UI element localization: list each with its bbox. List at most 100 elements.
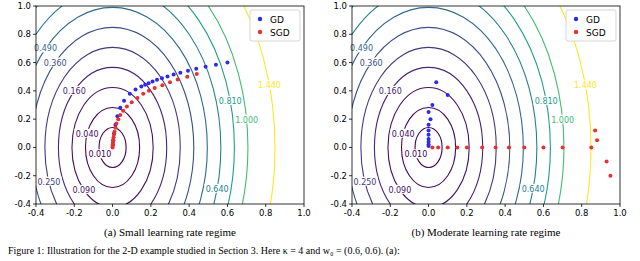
y-tick-label: 0.4 <box>17 86 31 96</box>
contour-line <box>361 47 496 204</box>
contour-label: 1.000 <box>235 116 258 125</box>
point <box>195 72 199 76</box>
point <box>427 128 431 132</box>
contour-label: 1.440 <box>574 81 597 90</box>
contour-line <box>45 47 180 204</box>
point <box>446 93 450 97</box>
contour-label: 0.040 <box>392 130 415 139</box>
point <box>178 71 182 75</box>
contour-line <box>352 7 523 204</box>
x-tick-label: 0.8 <box>259 208 273 218</box>
y-tick-label: 0.8 <box>17 29 31 39</box>
point <box>166 74 170 78</box>
y-tick <box>33 90 36 91</box>
contour-line <box>352 6 564 204</box>
x-tick-label: 0.2 <box>460 208 474 218</box>
y-tick <box>349 90 352 91</box>
point <box>427 133 431 137</box>
y-tick <box>33 147 36 148</box>
y-tick-label: 0.8 <box>333 29 347 39</box>
contour-line <box>85 107 139 187</box>
x-tick <box>112 204 113 207</box>
y-tick <box>33 119 36 120</box>
contour-line <box>36 6 221 204</box>
legend-marker <box>574 17 578 21</box>
contours <box>352 6 591 204</box>
point <box>186 69 190 73</box>
panel: 0.0100.0400.0900.1600.2500.3600.4900.640… <box>266 0 627 261</box>
x-tick-label: -0.4 <box>344 208 361 218</box>
point <box>118 113 122 117</box>
legend-box <box>566 10 616 41</box>
contour-line <box>352 6 537 204</box>
contour-label-bg <box>387 185 413 194</box>
y-tick-label: 0.2 <box>333 114 347 124</box>
point <box>225 61 229 65</box>
y-tick-label: -0.2 <box>14 171 31 181</box>
subcaption: (a) Small learning rate regime <box>104 226 236 239</box>
point <box>134 87 138 91</box>
contour-label: 0.810 <box>535 97 558 106</box>
point <box>147 89 151 93</box>
contour-label: 1.000 <box>551 116 574 125</box>
y-tick <box>33 6 36 7</box>
point <box>139 85 143 89</box>
point <box>160 83 164 87</box>
x-tick-label: 1.0 <box>297 208 311 218</box>
x-tick-label: 1.0 <box>613 208 627 218</box>
point <box>595 138 599 142</box>
y-tick <box>349 62 352 63</box>
point <box>589 145 593 149</box>
x-tick <box>36 204 37 207</box>
x-tick-label: 0.4 <box>182 208 196 218</box>
point <box>118 106 122 110</box>
x-tick <box>466 204 467 207</box>
y-tick <box>33 62 36 63</box>
y-tick <box>349 6 352 7</box>
point <box>561 145 565 149</box>
y-tick-label: -0.2 <box>330 171 347 181</box>
point <box>130 100 134 104</box>
contour-label-bg <box>62 86 88 95</box>
contour-line <box>72 87 153 204</box>
legend-label: SGD <box>586 28 606 38</box>
contour-label: 0.250 <box>354 178 377 187</box>
point <box>122 99 126 103</box>
point <box>465 145 469 149</box>
y-tick-label: 0.6 <box>17 58 31 68</box>
point <box>143 83 147 87</box>
point <box>141 92 145 96</box>
point <box>427 123 431 127</box>
ticks: -0.4-0.20.00.20.40.60.81.0-0.4-0.20.00.2… <box>330 1 626 218</box>
y-tick-label: 0.6 <box>333 58 347 68</box>
contour-label: 0.160 <box>63 87 86 96</box>
point <box>605 160 609 164</box>
contour-label: 0.490 <box>350 44 373 53</box>
point <box>147 81 151 85</box>
point <box>541 145 545 149</box>
contour-label: 0.250 <box>38 178 61 187</box>
point <box>185 75 189 79</box>
point <box>125 104 129 108</box>
point <box>114 121 118 125</box>
figure-caption: Figure 1: Illustration for the 2-D examp… <box>8 245 400 257</box>
contour-line <box>388 87 469 204</box>
points <box>111 61 230 150</box>
y-tick <box>349 204 352 205</box>
legend-marker <box>574 30 578 34</box>
figure: 0.0100.0400.0900.1600.2500.3600.4900.640… <box>0 0 640 261</box>
contour-labels: 0.0100.0400.0900.1600.2500.3600.4900.640… <box>349 43 598 194</box>
legend: GDSGD <box>250 10 300 41</box>
x-tick-label: 0.2 <box>144 208 158 218</box>
contour-label-bg <box>87 149 113 158</box>
point <box>153 86 157 90</box>
contour-label: 0.490 <box>34 44 57 53</box>
point <box>593 128 597 132</box>
contour-line <box>374 67 482 204</box>
contour-label: 0.360 <box>360 59 383 68</box>
point <box>194 67 198 71</box>
point <box>160 76 164 80</box>
legend: GDSGD <box>566 10 616 41</box>
contour-label-bg <box>358 58 384 67</box>
x-tick-label: 0.6 <box>221 208 235 218</box>
